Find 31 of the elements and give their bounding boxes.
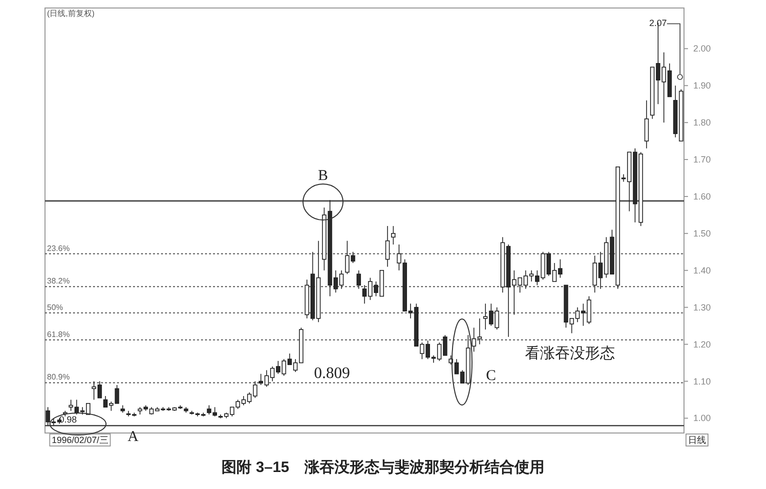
y-tick-label: 1.00 [693,413,711,424]
text: 图附 3–15 涨吞没形态与斐波那契分析结合使用 [222,459,544,476]
candlestick [644,100,649,149]
annotation: 看涨吞没形态 [525,345,615,362]
chart-subtitle: (日线,前复权) [47,9,95,18]
y-tick-label: 1.30 [693,302,711,312]
annotation: 0.809 [314,365,350,382]
annotation: A [128,429,139,445]
y-tick-label: 1.20 [693,339,711,350]
candlestick [391,226,396,245]
annotation: 2.07 [649,18,667,28]
candlestick [385,226,390,268]
y-tick-label: 1.40 [693,265,711,276]
y-tick-label: 1.80 [693,118,711,128]
annotation: 38.2% [47,276,70,286]
y-tick-label: 1.10 [693,376,711,386]
annotation: B [318,168,328,184]
annotation: 50% [47,302,64,312]
text: 日线 [688,435,706,445]
annotation: C [486,368,496,384]
y-tick-label: 1.50 [693,228,711,238]
annotation: 61.8% [47,330,70,339]
y-tick-label: 1.60 [693,191,711,202]
text: 1996/02/07/三 [52,435,108,445]
annotation: 80.9% [47,372,70,382]
annotation: 0.98 [59,414,77,425]
y-tick-label: 1.70 [693,154,711,165]
candlestick [356,270,361,290]
annotation: 23.6% [47,244,70,253]
y-tick-label: 2.00 [693,44,711,54]
y-tick-label: 1.90 [693,80,711,91]
